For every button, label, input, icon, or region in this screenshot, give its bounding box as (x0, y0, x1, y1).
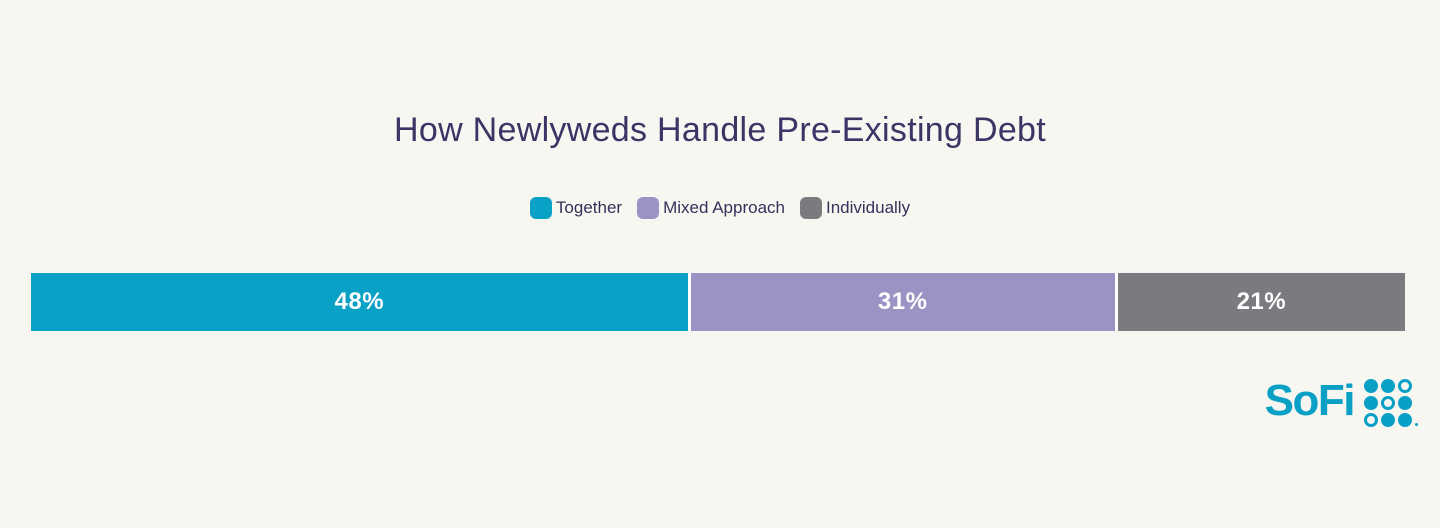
sofi-wordmark: SoFi (1264, 376, 1356, 425)
bar-segment-together: 48% (31, 273, 688, 331)
dot-outlined-icon (1381, 396, 1395, 410)
legend-swatch-mixed-approach (637, 197, 660, 219)
bar-segment-individually: 21% (1117, 273, 1405, 331)
registered-trademark-dot (1415, 423, 1418, 426)
legend-item-together: Together (529, 197, 623, 219)
sofi-logo: SoFi (1265, 379, 1418, 427)
legend-label-mixed-approach: Mixed Approach (663, 198, 785, 217)
dot-filled-icon (1381, 413, 1395, 427)
chart-title: How Newlyweds Handle Pre-Existing Debt (394, 111, 1046, 149)
bar-segment-mixed-approach: 31% (690, 273, 1115, 331)
dot-filled-icon (1364, 396, 1378, 410)
legend-item-mixed-approach: Mixed Approach (637, 197, 785, 219)
dot-filled-icon (1381, 379, 1395, 393)
stacked-bar: 48% 31% 21% (31, 273, 1405, 331)
dot-filled-icon (1364, 379, 1378, 393)
legend: Together Mixed Approach Individually (0, 197, 1440, 219)
segment-value-label-mixed-approach: 31% (877, 288, 928, 315)
segment-value-label-together: 48% (334, 288, 385, 315)
segment-value-label-individually: 21% (1236, 288, 1287, 315)
dot-outlined-icon (1364, 413, 1378, 427)
legend-label-individually: Individually (825, 198, 911, 217)
dot-filled-icon (1398, 413, 1412, 427)
legend-item-individually: Individually (799, 197, 911, 219)
legend-swatch-together (529, 197, 552, 219)
legend-swatch-individually (799, 197, 822, 219)
legend-label-together: Together (555, 198, 623, 217)
dot-filled-icon (1398, 396, 1412, 410)
dot-outlined-icon (1398, 379, 1412, 393)
sofi-dots-grid-icon (1364, 379, 1412, 427)
